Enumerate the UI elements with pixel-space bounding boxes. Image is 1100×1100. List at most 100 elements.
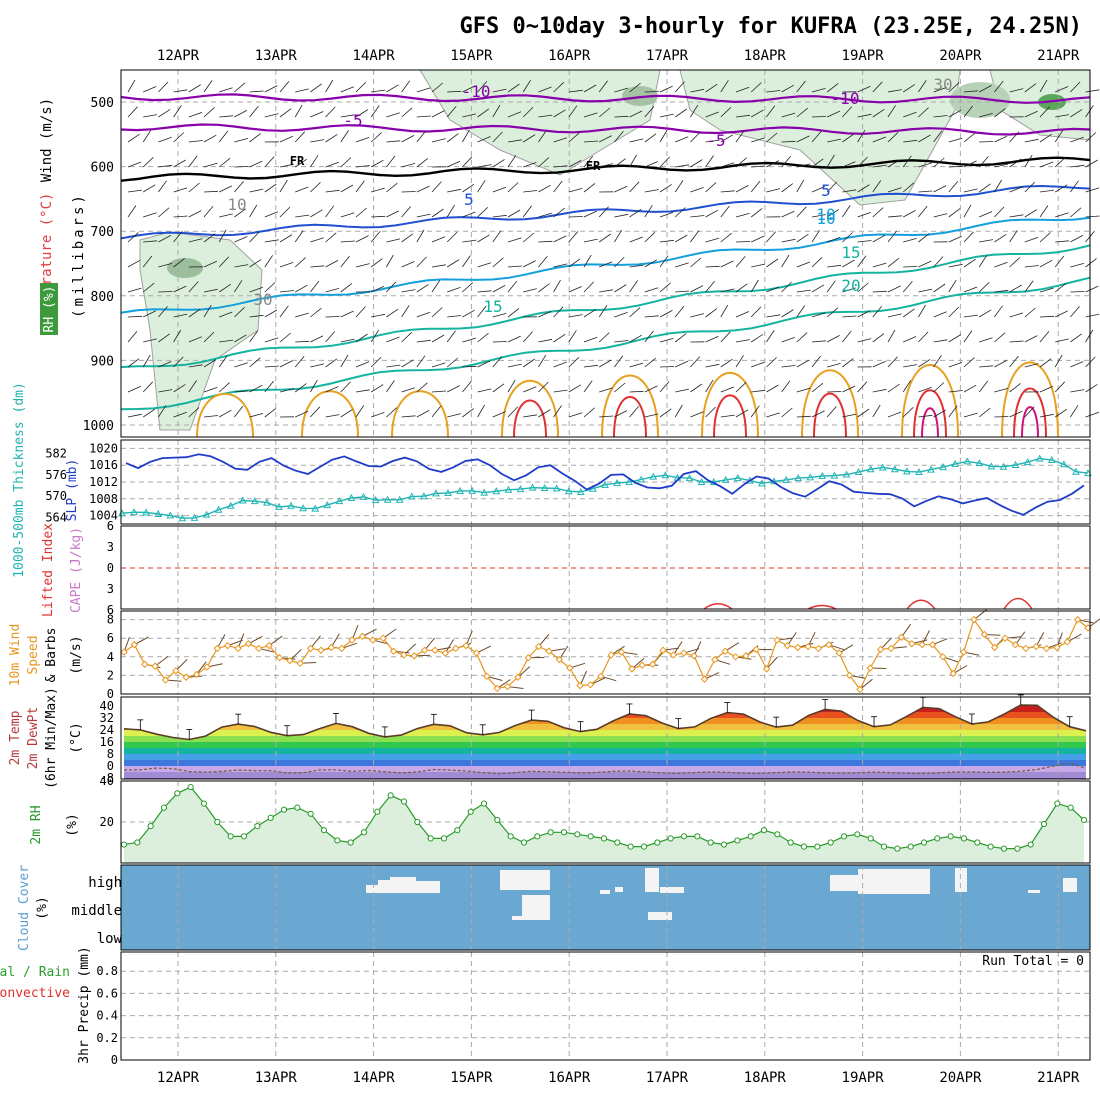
cloud-high-patch xyxy=(522,895,550,920)
wind-barb xyxy=(371,187,385,193)
wind-barb xyxy=(355,389,370,393)
panel-frame xyxy=(120,69,1091,438)
wind-barb xyxy=(234,181,244,193)
wind-barb xyxy=(933,213,948,218)
cloud-high-patch xyxy=(1063,878,1077,892)
wind-barb xyxy=(553,82,564,93)
wind-barb xyxy=(826,209,840,218)
rh-marker xyxy=(1000,845,1008,852)
wind-barb xyxy=(963,258,976,268)
wind-barb xyxy=(887,329,896,343)
wind-barb xyxy=(234,138,249,143)
contour-label: 5 xyxy=(821,181,831,200)
wind-barb xyxy=(325,189,340,193)
li-curve xyxy=(703,603,733,610)
wind-barb xyxy=(127,106,138,118)
wind-barb xyxy=(218,355,228,368)
wind-barb xyxy=(340,86,354,93)
wind-barb xyxy=(751,165,766,168)
wind-barb xyxy=(583,309,596,318)
wind-barb xyxy=(674,305,685,318)
precip-tick: 0.4 xyxy=(96,1009,118,1023)
wind-barb xyxy=(219,213,233,218)
wind-barb xyxy=(963,314,978,318)
wind-barb xyxy=(796,415,811,418)
wind-barb xyxy=(553,306,564,318)
thickness-marker xyxy=(758,479,766,487)
wind-barb xyxy=(1009,186,1023,193)
wind-barb xyxy=(522,106,534,118)
wind-barb xyxy=(234,390,249,393)
thickness-marker xyxy=(782,475,790,483)
wind-barb xyxy=(234,166,249,168)
wind-barb xyxy=(431,334,445,343)
temp-contour xyxy=(120,123,1091,136)
thickness-marker xyxy=(407,492,416,500)
wind-speed-marker xyxy=(876,645,885,654)
wind-barb xyxy=(431,208,444,218)
hottest-contour xyxy=(921,407,939,438)
rh-marker xyxy=(507,833,514,840)
wind-barb xyxy=(690,411,704,418)
wind-barb xyxy=(750,180,761,193)
wind-barb xyxy=(446,204,455,218)
wind-barb xyxy=(249,286,263,293)
wind-barb xyxy=(507,280,518,293)
panel-frame xyxy=(120,780,1091,864)
wind-tick: 0 xyxy=(107,687,114,701)
wind-speed-marker xyxy=(503,682,512,691)
wind-barb xyxy=(310,237,324,243)
wind-barb xyxy=(827,391,842,393)
wind-barb xyxy=(553,279,561,293)
thickness-marker xyxy=(939,463,947,471)
wind-barb xyxy=(340,130,349,143)
wind-barb xyxy=(796,80,806,93)
wind-barb xyxy=(933,115,948,118)
wind-barb xyxy=(431,280,441,293)
wind-barb xyxy=(553,333,566,343)
wind-barb xyxy=(659,184,672,193)
wind-barb xyxy=(1039,106,1050,118)
wind-barb xyxy=(690,159,703,168)
wind-barb xyxy=(1039,315,1055,318)
wind-barb xyxy=(295,88,309,93)
wind-barb xyxy=(979,85,992,93)
temp-band xyxy=(124,760,1086,766)
wind-barb xyxy=(127,413,142,418)
p3-li-label: Lifted Index xyxy=(41,523,56,617)
panel-slp-thickness: 564 570 576 582 1004 1008 1012 1016 1020 xyxy=(45,439,1092,525)
wind-barb xyxy=(158,389,173,393)
warm-contour xyxy=(701,371,759,438)
wind-speed-marker xyxy=(711,655,719,664)
wind-barb xyxy=(994,332,1006,343)
wind-barb xyxy=(553,109,566,118)
wind-barb xyxy=(918,359,931,368)
wind-barb xyxy=(295,312,309,318)
wind-barb xyxy=(522,79,531,93)
rh-marker xyxy=(454,827,461,834)
wind-barb xyxy=(872,207,884,218)
wind-barb xyxy=(614,410,628,418)
wind-barb xyxy=(522,331,533,343)
thickness-marker xyxy=(432,489,440,497)
panel-cloud-cover: high middle low xyxy=(71,864,1091,951)
wind-speed-marker xyxy=(348,636,356,644)
cloud-high-patch xyxy=(416,881,440,893)
wind-barb xyxy=(416,339,431,343)
wind-barb xyxy=(234,280,243,293)
wind-speed-marker xyxy=(389,647,398,655)
wind-barb xyxy=(1085,411,1099,418)
wind-barb xyxy=(416,355,426,368)
wind-barb xyxy=(142,354,151,368)
contour-label: FR xyxy=(290,154,305,168)
rh-marker xyxy=(547,829,554,836)
thickness-marker xyxy=(649,472,658,480)
rh-tick: 40 xyxy=(100,774,114,788)
wind-barb xyxy=(219,87,233,93)
wind-barb xyxy=(294,230,304,243)
date-label-bottom: 20APR xyxy=(939,1070,982,1086)
date-label-bottom: 16APR xyxy=(548,1070,591,1086)
temp-band xyxy=(124,748,1086,754)
wind-barb xyxy=(948,279,957,293)
rh-marker xyxy=(307,810,314,817)
